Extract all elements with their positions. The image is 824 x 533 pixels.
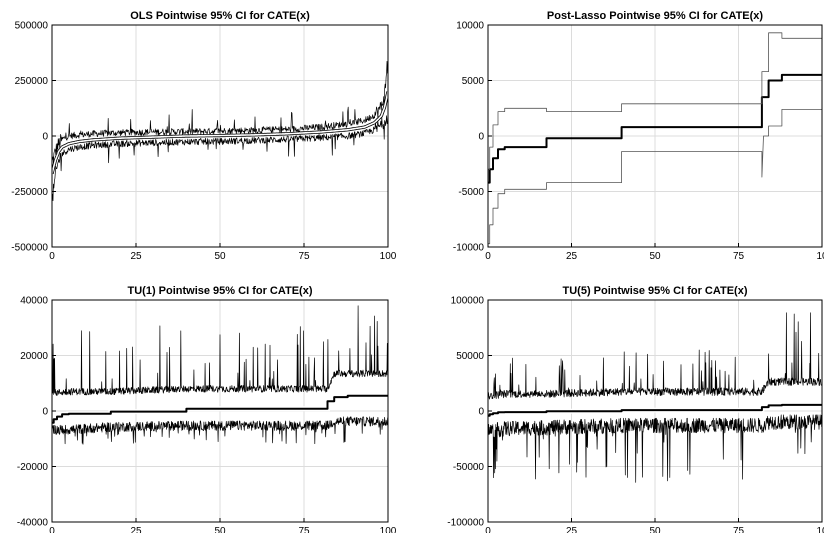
x-tick-label: 50 <box>649 251 661 262</box>
chart-title: OLS Pointwise 95% CI for CATE(x) <box>130 10 310 22</box>
y-tick-label: -100000 <box>447 518 484 529</box>
y-tick-label: 40000 <box>20 296 48 307</box>
x-tick-label: 50 <box>649 526 661 533</box>
panel-ols: OLS Pointwise 95% CI for CATE(x) -500000… <box>11 10 396 262</box>
x-tick-label: 100 <box>380 251 397 262</box>
x-tick-label: 100 <box>380 526 397 533</box>
series-estimate-line <box>488 73 822 184</box>
series-estimate-line <box>52 91 388 174</box>
x-tick-label: 0 <box>485 251 491 262</box>
series-upper-band-line <box>488 32 822 170</box>
chart-title: TU(1) Pointwise 95% CI for CATE(x) <box>128 285 313 297</box>
series-estimate-line <box>488 403 822 417</box>
y-tick-label: -50000 <box>453 462 485 473</box>
series-lower-band-line <box>52 416 388 445</box>
x-tick-label: 0 <box>49 526 55 533</box>
y-tick-label: -40000 <box>17 518 49 529</box>
x-tick-label: 25 <box>566 526 578 533</box>
y-tick-label: -500000 <box>11 243 48 254</box>
y-tick-label: -250000 <box>11 187 48 198</box>
plot-area <box>52 60 388 202</box>
y-tick-label: 0 <box>42 132 48 143</box>
x-tick-label: 10 <box>816 526 824 533</box>
y-tick-label: 0 <box>478 132 484 143</box>
y-tick-label: 0 <box>42 407 48 418</box>
chart-title: TU(5) Pointwise 95% CI for CATE(x) <box>563 285 748 297</box>
y-tick-label: 20000 <box>20 351 48 362</box>
x-tick-label: 25 <box>130 251 142 262</box>
y-tick-label: -10000 <box>453 243 485 254</box>
x-tick-label: 10 <box>816 251 824 262</box>
plot-area <box>488 312 822 483</box>
x-tick-label: 75 <box>298 526 310 533</box>
series-lower-band-line <box>488 414 822 483</box>
x-tick-label: 50 <box>214 251 226 262</box>
x-tick-label: 75 <box>733 251 745 262</box>
series-upper-band-line <box>488 312 822 400</box>
y-tick-label: 500000 <box>15 21 49 32</box>
x-tick-label: 0 <box>485 526 491 533</box>
y-tick-label: 100000 <box>451 296 485 307</box>
y-tick-label: 5000 <box>462 76 485 87</box>
series-upper-band-line <box>52 305 388 396</box>
chart-title: Post-Lasso Pointwise 95% CI for CATE(x) <box>547 10 764 22</box>
panel-tu5: TU(5) Pointwise 95% CI for CATE(x) -1000… <box>447 285 824 533</box>
y-tick-label: 10000 <box>456 21 484 32</box>
series-lower-band-line <box>488 109 822 245</box>
x-tick-label: 75 <box>298 251 310 262</box>
series-lower-band-line <box>52 112 388 202</box>
x-tick-label: 25 <box>130 526 142 533</box>
x-tick-label: 50 <box>214 526 226 533</box>
y-tick-label: 0 <box>478 407 484 418</box>
plot-area <box>52 305 388 445</box>
y-tick-label: -20000 <box>17 462 49 473</box>
panel-post-lasso: Post-Lasso Pointwise 95% CI for CATE(x) … <box>453 10 824 262</box>
series-estimate-line <box>52 394 388 424</box>
x-tick-label: 75 <box>733 526 745 533</box>
series-upper-band-line <box>52 60 388 164</box>
y-tick-label: 50000 <box>456 351 484 362</box>
plot-area <box>488 32 822 245</box>
y-tick-label: -5000 <box>458 187 484 198</box>
panel-tu1: TU(1) Pointwise 95% CI for CATE(x) -4000… <box>17 285 397 533</box>
x-tick-label: 0 <box>49 251 55 262</box>
y-tick-label: 250000 <box>15 76 49 87</box>
x-tick-label: 25 <box>566 251 578 262</box>
